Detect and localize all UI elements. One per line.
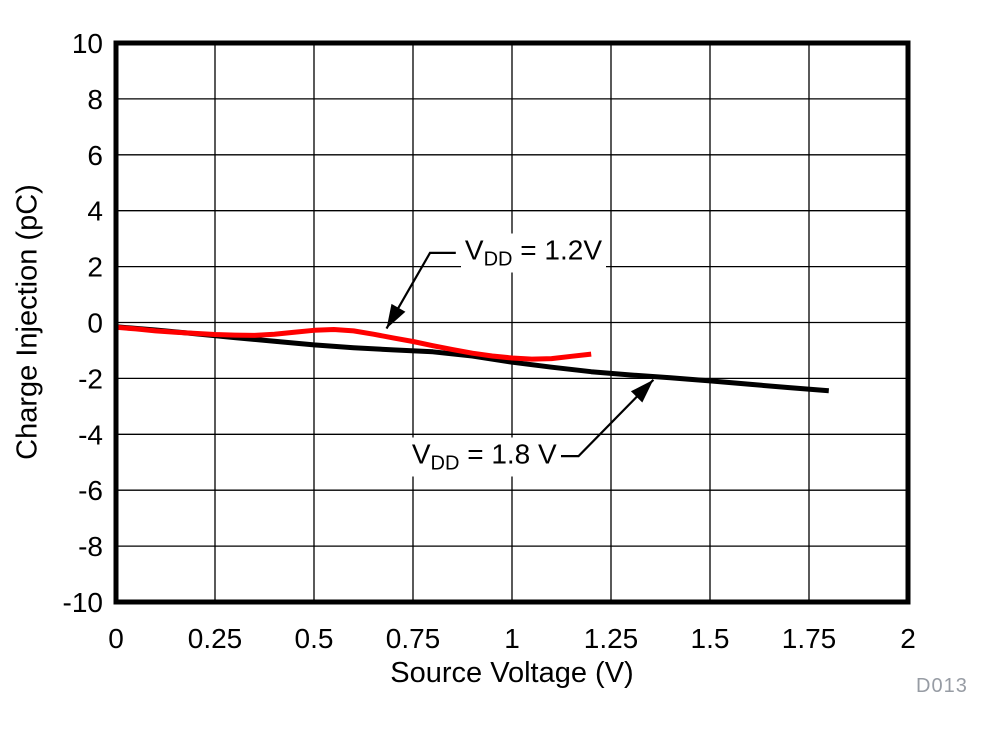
x-tick-label: 1.5 [691, 623, 730, 654]
arrowhead [386, 303, 406, 329]
arrowhead [630, 379, 654, 403]
leader-line [385, 251, 456, 330]
x-tick-label: 0 [108, 623, 124, 654]
series-line-1 [115, 324, 592, 362]
y-tick-label: 6 [87, 140, 103, 171]
x-tick-label: 2 [900, 623, 916, 654]
annotation-vdd-1p8-value: = 1.8 V [459, 438, 557, 470]
annotation-vdd-1p2-symbol: V [464, 234, 484, 266]
y-tick-label: -8 [78, 531, 103, 562]
annotation-vdd-1p8: VDD = 1.8 V [407, 437, 561, 477]
annotation-vdd-1p2-subscript: DD [483, 248, 513, 271]
x-tick-label: 0.25 [188, 623, 243, 654]
plot-frame [113, 40, 911, 605]
y-tick-label: 2 [87, 252, 103, 283]
x-tick-label: 0.5 [295, 623, 334, 654]
annotation-vdd-1p8-symbol: V [411, 438, 431, 470]
leader-line [560, 379, 655, 458]
x-axis-title: Source Voltage (V) [390, 657, 634, 689]
y-tick-label: 4 [87, 196, 103, 227]
x-tick-label: 1.75 [782, 623, 837, 654]
x-tick-label: 1.25 [584, 623, 639, 654]
y-tick-label: -2 [78, 363, 103, 394]
series-line-0 [115, 324, 829, 394]
annotation-vdd-1p8-subscript: DD [430, 452, 460, 475]
plot-id-watermark: D013 [916, 675, 968, 697]
y-tick-label: -10 [63, 587, 103, 618]
y-tick-label: -4 [78, 419, 103, 450]
y-tick-label: 0 [87, 308, 103, 339]
y-tick-label: -6 [78, 475, 103, 506]
y-axis-title: Charge Injection (pC) [11, 184, 44, 460]
annotation-vdd-1p2: VDD = 1.2V [460, 233, 606, 273]
x-tick-label: 1 [504, 623, 520, 654]
y-tick-label: 8 [87, 84, 103, 115]
y-tick-label: 10 [72, 28, 103, 59]
x-tick-label: 0.75 [386, 623, 441, 654]
annotation-vdd-1p2-value: = 1.2V [512, 234, 602, 266]
